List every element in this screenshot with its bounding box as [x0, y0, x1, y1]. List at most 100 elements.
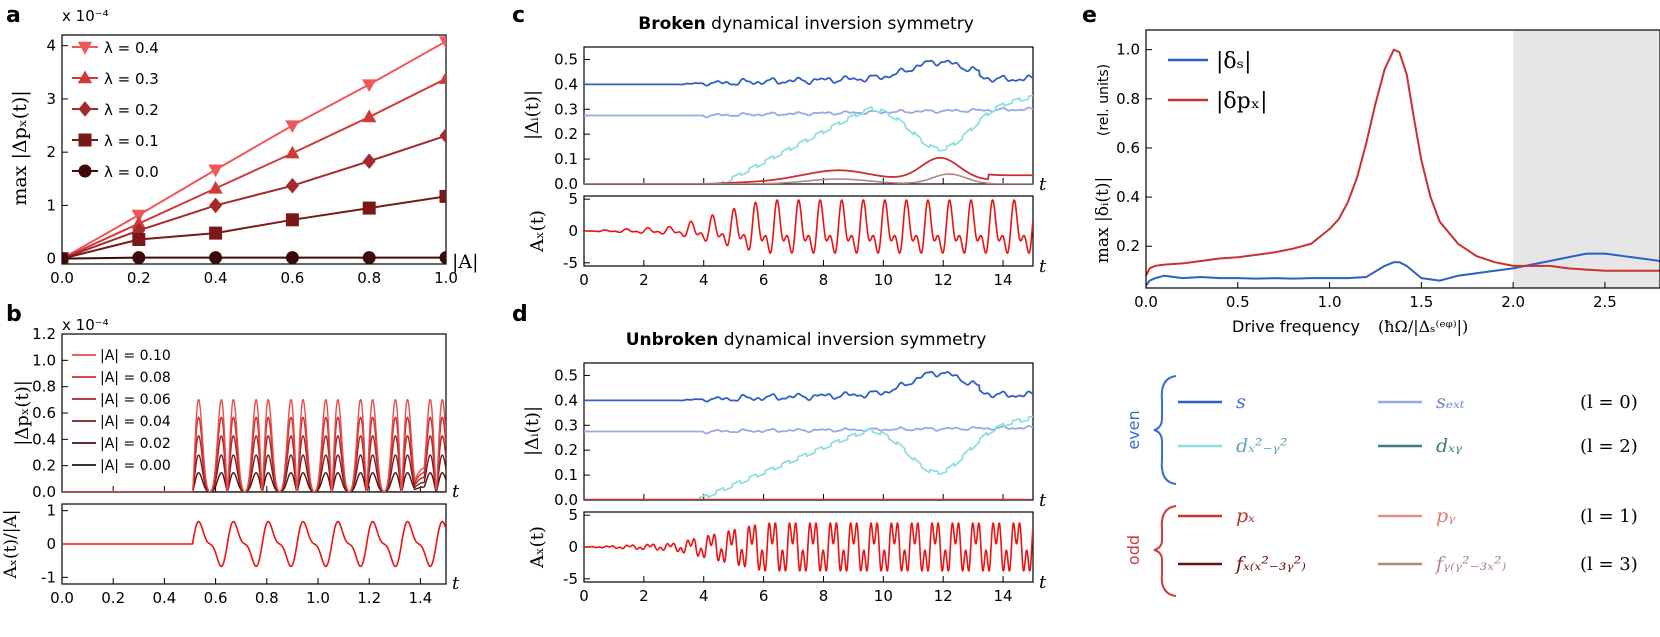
panel-letter-c: c: [512, 3, 525, 28]
x-tick-label: 14: [994, 271, 1013, 289]
x-tick-label: 6: [759, 271, 769, 289]
legend-label-a: λ = 0.1: [104, 132, 159, 150]
y-tick-label: 4: [46, 37, 56, 55]
tlabel-b-top: t: [452, 481, 460, 502]
ylabel-c-bottom: Aₓ(t): [527, 210, 548, 253]
series-e-0: [1146, 252, 1660, 287]
y-tick-label: 0.2: [554, 441, 578, 459]
plot-e: [1146, 30, 1660, 288]
data-point: [438, 71, 446, 84]
x-tick-label: 4: [699, 271, 709, 289]
tlabel-d-bottom: t: [1039, 572, 1047, 593]
legend-e: |δₛ| |δpₓ|: [1168, 49, 1267, 114]
y-tick-label: 0.2: [32, 457, 56, 475]
y-tick-label: 0.1: [554, 466, 578, 484]
x-tick-label: 10: [874, 271, 893, 289]
y-tick-label: 0.6: [1116, 139, 1140, 157]
title-c-bold: Broken: [638, 14, 706, 34]
data-point: [285, 120, 300, 134]
x-tick-label: 4: [699, 587, 709, 605]
plot-b-bottom: [62, 520, 446, 568]
data-point: [439, 127, 446, 144]
data-point: [362, 201, 376, 215]
ticks-d: 0.00.10.20.30.40.50 2 4 6 8 10 12 14-505: [554, 366, 1012, 605]
x-tick-label: 0.4: [204, 269, 228, 287]
x-tick-label: 1.4: [408, 589, 432, 607]
drive-curve-b: [62, 520, 446, 568]
exponent-b: x 10⁻⁴: [62, 316, 109, 334]
xlabel-a: |A|: [452, 251, 479, 273]
y-tick-label: 0.2: [1116, 237, 1140, 255]
x-tick-label: 12: [934, 587, 953, 605]
y-tick-label: 0.0: [32, 483, 56, 501]
drive-curve: [584, 199, 1033, 254]
ylabel-b-top: |Δpₓ(t)|: [12, 380, 33, 446]
tlabel-c-top: t: [1039, 174, 1047, 195]
y-tick-label: 0.5: [554, 50, 578, 68]
odd-label: odd: [1124, 535, 1143, 565]
x-tick-label: 1.0: [1318, 293, 1342, 311]
gap-s: [584, 370, 1033, 403]
y-tick-label: 0.3: [554, 100, 578, 118]
data-point: [439, 189, 446, 203]
panel-b: b x 10⁻⁴ 0.00.20.40.60.81.01.20.0 0.2 0.4 0…: [1, 302, 460, 607]
y-tick-label: 0.4: [554, 391, 578, 409]
orbital-name: fₓ₍ₓ²₋₃ᵧ²₎: [1234, 553, 1306, 575]
x-tick-label: 2.0: [1501, 293, 1525, 311]
x-tick-label: 12: [934, 271, 953, 289]
xlabel-e-units: (ħΩ/|Δₛ⁽ᵉᵠ⁾|): [1378, 317, 1468, 336]
data-point: [77, 41, 93, 55]
ylabel-d-bottom: Aₓ(t): [527, 526, 548, 569]
y-tick-label: 1: [46, 196, 56, 214]
panel-letter-b: b: [6, 302, 22, 327]
orbital-name: s: [1236, 391, 1246, 413]
ticks-c: 0.00.10.20.30.40.50 2 4 6 8 10 12 14-505: [554, 50, 1012, 289]
y-tick-label: 3: [46, 90, 56, 108]
plot-d-bottom: [584, 522, 1033, 572]
data-point: [78, 164, 92, 178]
x-tick-label: 1.0: [306, 589, 330, 607]
y-tick-label: 0.8: [32, 378, 56, 396]
drive-curve: [584, 522, 1033, 572]
orbital-name: fᵧ₍ᵧ²₋₃ₓ²₎: [1434, 553, 1507, 575]
legend-label-e: |δpₓ|: [1216, 89, 1267, 114]
x-tick-label: 0.8: [255, 589, 279, 607]
even-brace: [1153, 375, 1177, 485]
plot-c-bottom: [584, 199, 1033, 254]
legend-label-b: |A| = 0.04: [100, 414, 171, 430]
y-tick-label: 1.0: [32, 351, 56, 369]
odd-brace: [1153, 505, 1177, 597]
x-tick-label: 0.4: [152, 589, 176, 607]
gap-dx2y2: [584, 94, 1033, 184]
y-tick-label: -5: [563, 254, 578, 272]
xlabel-e: Drive frequency: [1232, 317, 1360, 336]
y-tick-label: 0.0: [554, 175, 578, 193]
title-d: Unbroken dynamical inversion symmetry: [626, 330, 987, 350]
series-line-0: [62, 40, 446, 260]
title-d-bold: Unbroken: [626, 330, 719, 350]
x-tick-label: 2.5: [1593, 293, 1617, 311]
x-tick-label: 1.2: [357, 589, 381, 607]
orbital-name: dₓᵧ: [1436, 435, 1463, 457]
orbital-l-value: (l = 3): [1580, 554, 1638, 575]
legend-label-a: λ = 0.0: [104, 163, 159, 181]
axes-a: [61, 34, 447, 265]
y-tick-label: 0.0: [554, 491, 578, 509]
x-tick-label: 0.0: [1134, 293, 1158, 311]
series-e-1: [1146, 48, 1660, 277]
data-point: [362, 109, 377, 123]
orbital-legend: even odd s sₑₓₜ (l = 0) dₓ²₋ᵧ² dₓᵧ (l = 2) pₓ p…: [1124, 375, 1638, 597]
x-tick-label: 0.0: [50, 269, 74, 287]
data-point: [209, 226, 223, 240]
legend-label-a: λ = 0.4: [104, 39, 159, 57]
y-tick-label: 0.6: [32, 404, 56, 422]
legend-label-a: λ = 0.3: [104, 70, 159, 88]
orbital-name: pᵧ: [1436, 505, 1456, 527]
data-point: [131, 216, 146, 229]
y-tick-label: 2: [46, 143, 56, 161]
orbital-l-value: (l = 0): [1580, 392, 1638, 413]
legend-label-b: |A| = 0.10: [100, 348, 171, 364]
y-tick-label: 0.4: [554, 75, 578, 93]
y-tick-label: 5: [568, 190, 578, 208]
